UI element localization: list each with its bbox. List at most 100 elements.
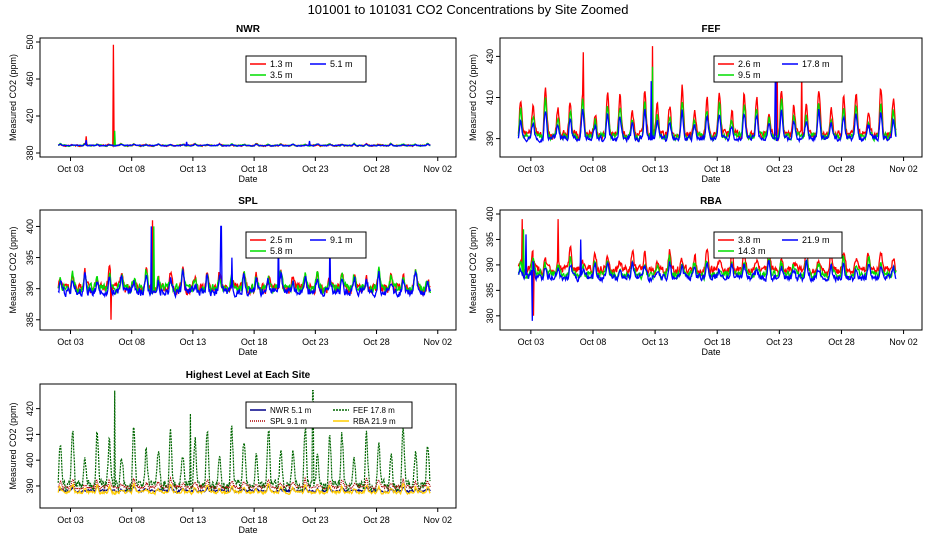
x-tick-label: Oct 03 xyxy=(518,337,545,347)
series-line-21_9-m xyxy=(517,234,897,321)
y-tick-label: 395 xyxy=(485,232,495,247)
y-tick-label: 390 xyxy=(25,281,35,296)
figure-title: 101001 to 101031 CO2 Concentrations by S… xyxy=(308,2,629,17)
x-tick-label: Oct 23 xyxy=(302,515,329,525)
legend: 2.5 m5.8 m 9.1 m xyxy=(245,231,367,259)
y-tick-label: 420 xyxy=(25,108,35,123)
x-axis-label: Date xyxy=(238,174,257,184)
legend-label: 21.9 m xyxy=(802,235,830,245)
x-tick-label: Oct 28 xyxy=(828,337,855,347)
legend-label: 1.3 m xyxy=(270,59,293,69)
x-tick-label: Oct 08 xyxy=(118,337,145,347)
y-axis-label: Measured CO2 (ppm) xyxy=(468,54,478,141)
y-tick-label: 420 xyxy=(25,401,35,416)
x-tick-label: Oct 23 xyxy=(766,164,793,174)
y-tick-label: 400 xyxy=(485,206,495,221)
y-axis-label: Measured CO2 (ppm) xyxy=(468,226,478,313)
x-tick-label: Oct 08 xyxy=(118,164,145,174)
x-tick-label: Oct 18 xyxy=(241,164,268,174)
chart-fef: FEF 390 410 430 Measured CO2 (ppm) Oct 03 Oct … xyxy=(468,24,923,184)
legend-label: RBA 21.9 m xyxy=(353,417,396,426)
y-tick-label: 390 xyxy=(485,131,495,146)
y-tick-label: 460 xyxy=(25,71,35,86)
y-tick-label: 390 xyxy=(25,478,35,493)
legend-box xyxy=(245,55,367,83)
y-tick-label: 400 xyxy=(25,453,35,468)
legend-label: 2.6 m xyxy=(738,59,761,69)
y-axis-label: Measured CO2 (ppm) xyxy=(8,226,18,313)
legend-box xyxy=(713,231,843,259)
legend-label: NWR 5.1 m xyxy=(270,406,312,415)
plot-frame xyxy=(39,383,457,509)
plot-frame xyxy=(499,209,923,331)
legend-label: 5.1 m xyxy=(330,59,353,69)
legend-label: 3.5 m xyxy=(270,70,293,80)
chart-title: RBA xyxy=(700,196,722,207)
legend-label: 9.5 m xyxy=(738,70,761,80)
legend-box xyxy=(245,231,367,259)
x-tick-label: Oct 18 xyxy=(241,515,268,525)
legend: NWR 5.1 m FEF 17.8 m SPL 9.1 m RBA 21.9 m xyxy=(245,401,413,429)
x-tick-label: Nov 02 xyxy=(423,337,452,347)
y-tick-label: 430 xyxy=(485,49,495,64)
x-tick-label: Oct 08 xyxy=(118,515,145,525)
y-tick-label: 500 xyxy=(25,34,35,49)
x-tick-label: Oct 13 xyxy=(642,337,669,347)
y-tick-label: 390 xyxy=(485,257,495,272)
series-line-5_1-m xyxy=(57,139,431,147)
series-line-1_3-m xyxy=(57,44,431,148)
series-line-2_5-m xyxy=(57,220,431,320)
y-tick-label: 385 xyxy=(485,283,495,298)
chart-highest: Highest Level at Each Site 390 400 410 420 Me… xyxy=(8,370,457,535)
x-tick-label: Oct 28 xyxy=(828,164,855,174)
x-axis-label: Date xyxy=(238,347,257,357)
legend-label: 3.8 m xyxy=(738,235,761,245)
x-tick-label: Oct 03 xyxy=(518,164,545,174)
legend-label: 2.5 m xyxy=(270,235,293,245)
legend-label: FEF 17.8 m xyxy=(353,406,395,415)
legend: 2.6 m9.5 m 17.8 m xyxy=(713,55,843,83)
x-axis-label: Date xyxy=(238,525,257,535)
series-line-3_5-m xyxy=(58,130,431,148)
x-tick-label: Nov 02 xyxy=(889,164,918,174)
x-tick-label: Oct 13 xyxy=(180,515,207,525)
y-axis-label: Measured CO2 (ppm) xyxy=(8,402,18,489)
x-tick-label: Oct 23 xyxy=(766,337,793,347)
x-tick-label: Oct 18 xyxy=(704,337,731,347)
x-tick-label: Oct 03 xyxy=(57,515,84,525)
y-tick-label: 400 xyxy=(25,219,35,234)
x-axis-label: Date xyxy=(701,347,720,357)
x-tick-label: Oct 13 xyxy=(180,337,207,347)
x-tick-label: Oct 23 xyxy=(302,164,329,174)
series-line-FEF-17_8-m xyxy=(57,390,431,494)
legend-label: 9.1 m xyxy=(330,235,353,245)
legend-label: 17.8 m xyxy=(802,59,830,69)
x-tick-label: Nov 02 xyxy=(423,515,452,525)
x-tick-label: Oct 13 xyxy=(180,164,207,174)
y-tick-label: 380 xyxy=(25,145,35,160)
x-tick-label: Oct 28 xyxy=(363,337,390,347)
y-tick-label: 410 xyxy=(25,427,35,442)
plot-frame xyxy=(39,37,457,158)
series-line-5_8-m xyxy=(57,226,432,296)
chart-title: FEF xyxy=(702,24,721,35)
x-tick-label: Oct 03 xyxy=(57,337,84,347)
x-tick-label: Oct 08 xyxy=(580,164,607,174)
chart-title: NWR xyxy=(236,24,261,35)
y-tick-label: 410 xyxy=(485,90,495,105)
x-tick-label: Oct 18 xyxy=(241,337,268,347)
chart-nwr: NWR 380 420 460 500 Measured CO2 (ppm) Oct 03 O… xyxy=(8,24,457,184)
legend-label: SPL 9.1 m xyxy=(270,417,307,426)
chart-title: SPL xyxy=(238,196,257,207)
legend: 1.3 m3.5 m 5.1 m xyxy=(245,55,367,83)
series-line-9_1-m xyxy=(57,225,432,300)
legend-label: 5.8 m xyxy=(270,246,293,256)
x-tick-label: Oct 28 xyxy=(363,164,390,174)
legend-box xyxy=(713,55,843,83)
legend: 3.8 m14.3 m 21.9 m xyxy=(713,231,843,259)
y-tick-label: 380 xyxy=(485,308,495,323)
series-line-17_8-m xyxy=(517,76,897,144)
y-tick-label: 395 xyxy=(25,250,35,265)
x-tick-label: Oct 08 xyxy=(580,337,607,347)
